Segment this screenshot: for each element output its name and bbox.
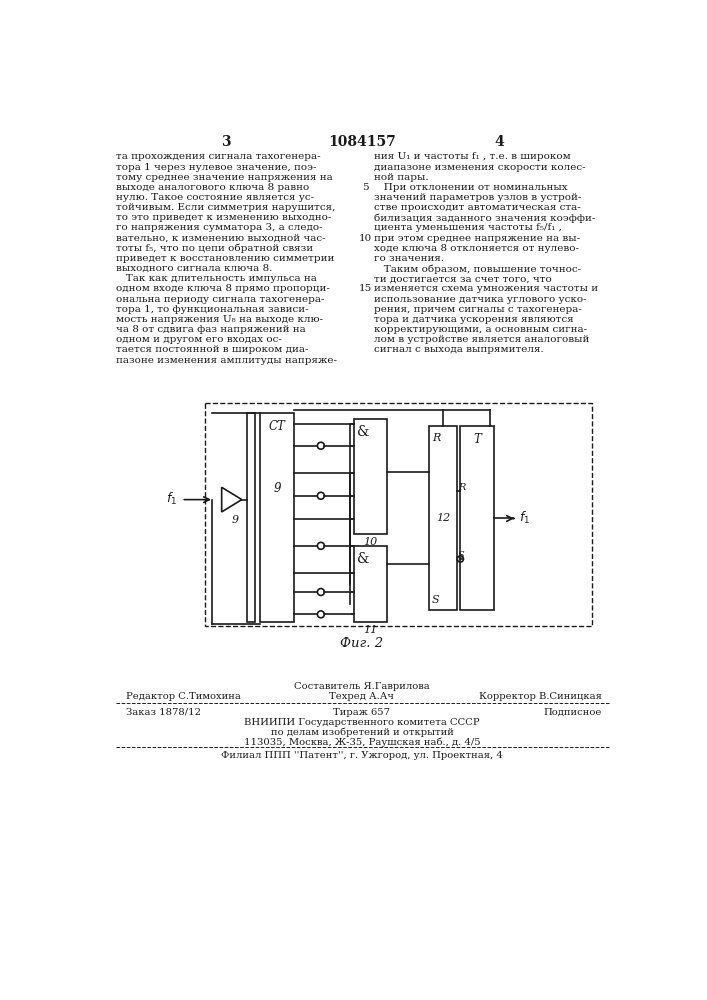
Text: ной пары.: ной пары. (373, 173, 428, 182)
Text: S: S (432, 595, 439, 605)
Text: Подписное: Подписное (543, 708, 602, 717)
Text: та прохождения сигнала тахогенера-: та прохождения сигнала тахогенера- (115, 152, 320, 161)
Text: Корректор В.Синицкая: Корректор В.Синицкая (479, 692, 602, 701)
Text: тойчивым. Если симметрия нарушится,: тойчивым. Если симметрия нарушится, (115, 203, 335, 212)
Text: изменяется схема умножения частоты и: изменяется схема умножения частоты и (373, 284, 597, 293)
Text: 113035, Москва, Ж-35, Раушская наб., д. 4/5: 113035, Москва, Ж-35, Раушская наб., д. … (244, 738, 480, 747)
Text: Филиал ППП ''Патент'', г. Ужгород, ул. Проектная, 4: Филиал ППП ''Патент'', г. Ужгород, ул. П… (221, 751, 503, 760)
Text: тора 1 через нулевое значение, поэ-: тора 1 через нулевое значение, поэ- (115, 163, 316, 172)
Text: то это приведет к изменению выходно-: то это приведет к изменению выходно- (115, 213, 331, 222)
Text: го значения.: го значения. (373, 254, 444, 263)
Text: Таким образом, повышение точнос-: Таким образом, повышение точнос- (373, 264, 580, 274)
Text: 12: 12 (436, 513, 450, 523)
Text: циента уменьшения частоты f₅/f₁ ,: циента уменьшения частоты f₅/f₁ , (373, 223, 561, 232)
Bar (247, 413, 255, 622)
Text: CT: CT (269, 420, 286, 433)
Text: &: & (357, 425, 370, 439)
Text: S: S (458, 551, 464, 560)
Bar (260, 413, 293, 622)
Text: использование датчика углового уско-: использование датчика углового уско- (373, 295, 586, 304)
Text: 3: 3 (221, 135, 230, 149)
Bar (354, 546, 387, 622)
Text: го напряжения сумматора 3, а следо-: го напряжения сумматора 3, а следо- (115, 223, 322, 232)
Text: одном входе ключа 8 прямо пропорци-: одном входе ключа 8 прямо пропорци- (115, 284, 329, 293)
Text: Редактор С.Тимохина: Редактор С.Тимохина (126, 692, 240, 701)
Text: Фиг. 2: Фиг. 2 (340, 637, 383, 650)
Text: выходного сигнала ключа 8.: выходного сигнала ключа 8. (115, 264, 272, 273)
Text: R: R (432, 433, 440, 443)
Text: При отклонении от номинальных: При отклонении от номинальных (373, 183, 567, 192)
Text: одном и другом его входах ос-: одном и другом его входах ос- (115, 335, 281, 344)
Text: стве происходит автоматическая ста-: стве происходит автоматическая ста- (373, 203, 580, 212)
Text: рения, причем сигналы с тахогенера-: рения, причем сигналы с тахогенера- (373, 305, 581, 314)
Text: 9: 9 (232, 515, 239, 525)
Bar (429, 426, 457, 610)
Text: Составитель Я.Гаврилова: Составитель Я.Гаврилова (294, 682, 430, 691)
Text: выходе аналогового ключа 8 равно: выходе аналогового ключа 8 равно (115, 183, 309, 192)
Text: Техред А.Ач: Техред А.Ач (329, 692, 395, 701)
Text: 4: 4 (494, 135, 504, 149)
Text: 9: 9 (274, 482, 281, 495)
Text: тается постоянной в широком диа-: тается постоянной в широком диа- (115, 345, 308, 354)
Text: диапазоне изменения скорости колес-: диапазоне изменения скорости колес- (373, 163, 585, 172)
Text: вательно, к изменению выходной час-: вательно, к изменению выходной час- (115, 234, 325, 243)
Text: T: T (473, 433, 481, 446)
Text: при этом среднее напряжение на вы-: при этом среднее напряжение на вы- (373, 234, 580, 243)
Text: R: R (458, 483, 465, 492)
Text: ния U₁ и частоты f₁ , т.е. в широком: ния U₁ и частоты f₁ , т.е. в широком (373, 152, 571, 161)
Text: нулю. Такое состояние является ус-: нулю. Такое состояние является ус- (115, 193, 314, 202)
Text: 11: 11 (363, 625, 378, 635)
Text: ходе ключа 8 отклоняется от нулево-: ходе ключа 8 отклоняется от нулево- (373, 244, 578, 253)
Text: Заказ 1878/12: Заказ 1878/12 (126, 708, 201, 717)
Text: сигнал с выхода выпрямителя.: сигнал с выхода выпрямителя. (373, 345, 543, 354)
Text: билизация заданного значения коэффи-: билизация заданного значения коэффи- (373, 213, 595, 223)
Text: тоты f₅, что по цепи обратной связи: тоты f₅, что по цепи обратной связи (115, 244, 312, 253)
Text: 15: 15 (358, 284, 372, 293)
Bar (460, 426, 493, 610)
Text: по делам изобретений и открытий: по делам изобретений и открытий (271, 728, 453, 737)
Text: 10: 10 (358, 234, 372, 243)
Text: 1084157: 1084157 (328, 135, 396, 149)
Text: Тираж 657: Тираж 657 (334, 708, 390, 717)
Text: 5: 5 (362, 183, 368, 192)
Bar (354, 419, 387, 534)
Text: ти достигается за счет того, что: ти достигается за счет того, что (373, 274, 551, 283)
Text: $f_1$: $f_1$ (519, 510, 530, 526)
Text: пазоне изменения амплитуды напряже-: пазоне изменения амплитуды напряже- (115, 356, 337, 365)
Text: корректирующими, а основным сигна-: корректирующими, а основным сигна- (373, 325, 587, 334)
Text: мость напряжения U₈ на выходе клю-: мость напряжения U₈ на выходе клю- (115, 315, 322, 324)
Text: значений параметров узлов в устрой-: значений параметров узлов в устрой- (373, 193, 581, 202)
Text: тому среднее значение напряжения на: тому среднее значение напряжения на (115, 173, 332, 182)
Text: &: & (357, 552, 370, 566)
Text: Так как длительность импульса на: Так как длительность импульса на (115, 274, 316, 283)
Text: лом в устройстве является аналоговый: лом в устройстве является аналоговый (373, 335, 589, 344)
Text: ча 8 от сдвига фаз напряжений на: ча 8 от сдвига фаз напряжений на (115, 325, 305, 334)
Text: тора и датчика ускорения являются: тора и датчика ускорения являются (373, 315, 573, 324)
Text: 10: 10 (363, 537, 378, 547)
Text: приведет к восстановлению симметрии: приведет к восстановлению симметрии (115, 254, 334, 263)
Text: ВНИИПИ Государственного комитета СССР: ВНИИПИ Государственного комитета СССР (244, 718, 480, 727)
Text: тора 1, то функциональная зависи-: тора 1, то функциональная зависи- (115, 305, 308, 314)
Text: ональна периоду сигнала тахогенера-: ональна периоду сигнала тахогенера- (115, 295, 324, 304)
Text: $f_1$: $f_1$ (166, 491, 177, 507)
